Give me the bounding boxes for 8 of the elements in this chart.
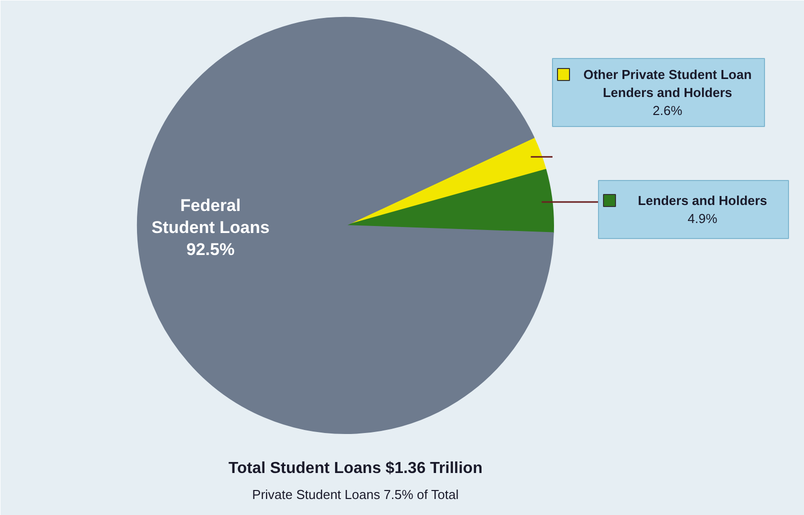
slice-label: Federal Student Loans xyxy=(151,196,270,237)
legend-label: Other Private Student Loan Lenders and Holders xyxy=(583,67,752,100)
legend-label: Lenders and Holders xyxy=(638,193,768,208)
text: Private Student Loans 7.5% of Total xyxy=(252,487,459,502)
text: Total Student Loans $1.36 Trillion xyxy=(228,460,482,477)
data-label: 92.5% xyxy=(186,240,235,259)
data-label: 4.9% xyxy=(688,211,718,226)
data-label: 2.6% xyxy=(652,103,683,118)
